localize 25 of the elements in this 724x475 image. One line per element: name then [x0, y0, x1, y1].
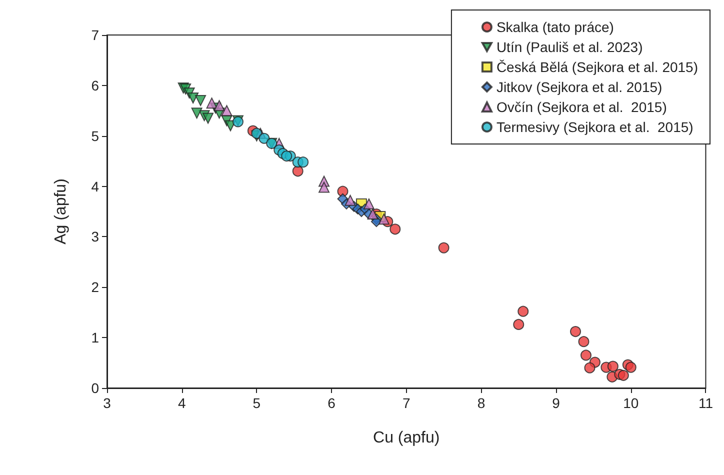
y-tick-label: 2: [91, 279, 100, 296]
x-tick-label: 8: [477, 395, 486, 411]
y-tick-label: 0: [91, 380, 100, 396]
x-tick-label: 6: [328, 395, 336, 411]
y-tick-label: 6: [91, 77, 100, 94]
y-tick-label: 4: [91, 178, 100, 194]
legend-label: Utín (Pauliš et al. 2023): [496, 39, 643, 55]
legend-label: Česká Bělá (Sejkora et al. 2015): [496, 59, 698, 75]
x-tick-label: 7: [402, 395, 410, 411]
x-axis-title: Cu (apfu): [373, 430, 440, 446]
y-tick-label: 5: [91, 128, 100, 144]
legend-label: Skalka (tato práce): [496, 19, 614, 35]
x-tick-label: 3: [103, 395, 112, 411]
x-tick-label: 4: [178, 395, 186, 411]
x-tick-label: 10: [623, 395, 639, 411]
legend-label: Termesivy (Sejkora et al. 2015): [496, 119, 694, 135]
y-axis-title: Ag (apfu): [52, 178, 70, 244]
y-tick-label: 7: [91, 27, 100, 43]
legend-label: Jitkov (Sejkora et al. 2015): [496, 79, 662, 95]
y-tick-label: 3: [91, 228, 100, 245]
x-tick-label: 5: [252, 395, 261, 411]
x-tick-label: 9: [552, 395, 560, 411]
legend-label: Ovčín (Sejkora et al. 2015): [496, 99, 667, 115]
x-tick-label: 11: [698, 395, 714, 411]
y-tick-label: 1: [91, 330, 100, 346]
